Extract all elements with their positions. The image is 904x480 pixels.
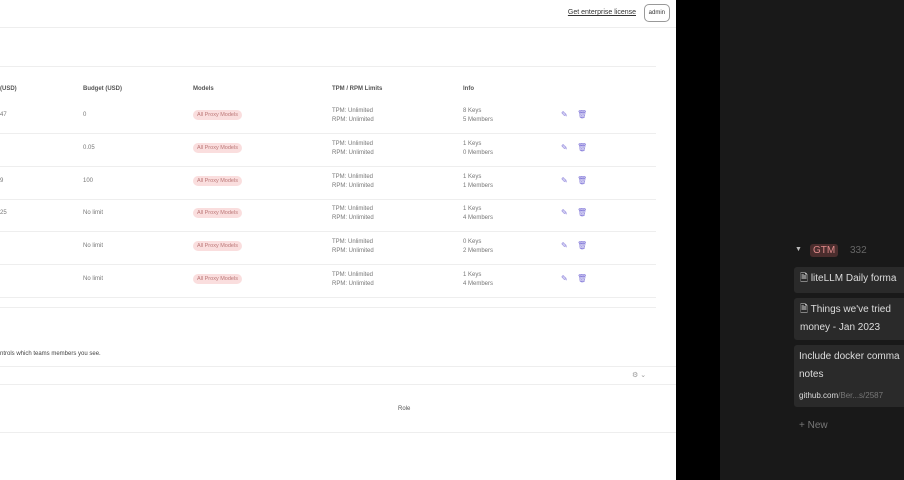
budget-cell: 0 xyxy=(83,112,87,118)
keys-cell: 1 Keys xyxy=(463,141,482,147)
models-badge: All Proxy Models xyxy=(193,208,242,218)
settings-gear-icon[interactable]: ⚙ ⌄ xyxy=(632,372,647,379)
header-spend: (USD) xyxy=(0,86,17,92)
budget-cell: No limit xyxy=(83,243,104,249)
divider xyxy=(0,264,656,265)
user-menu-button[interactable]: admin xyxy=(643,4,670,22)
models-badge: All Proxy Models xyxy=(193,241,242,251)
models-badge: All Proxy Models xyxy=(193,110,242,120)
trash-icon[interactable]: 🗑 xyxy=(577,143,588,152)
budget-cell: 100 xyxy=(83,178,94,184)
header-info: Info xyxy=(463,86,474,92)
keys-cell: 1 Keys xyxy=(463,272,482,278)
header-role: Role xyxy=(398,406,411,412)
tpm-cell: TPM: Unlimited xyxy=(332,141,374,147)
doc-icon: 🗎 xyxy=(800,304,811,315)
rpm-cell: RPM: Unlimited xyxy=(332,248,374,254)
rpm-cell: RPM: Unlimited xyxy=(332,183,374,189)
spend-cell: 47 xyxy=(0,112,7,118)
link-path[interactable]: /Ber...s/2587 xyxy=(838,391,884,400)
enterprise-license-link[interactable]: Get enterprise license xyxy=(567,9,636,16)
notion-board xyxy=(720,0,904,480)
header-budget: Budget (USD) xyxy=(83,86,122,92)
link-domain[interactable]: github.com xyxy=(799,391,839,400)
edit-icon[interactable]: ✎ xyxy=(561,110,568,119)
models-badge: All Proxy Models xyxy=(193,176,242,186)
divider xyxy=(0,166,656,167)
plus-icon: + xyxy=(799,420,808,431)
top-bar: Get enterprise license admin xyxy=(0,0,676,28)
card-title: Things we've tried money - Jan 2023 xyxy=(800,304,891,333)
tpm-cell: TPM: Unlimited xyxy=(332,272,374,278)
tpm-cell: TPM: Unlimited xyxy=(332,174,374,180)
group-count: 332 xyxy=(850,245,867,256)
header-limits: TPM / RPM Limits xyxy=(332,86,383,92)
edit-icon[interactable]: ✎ xyxy=(561,274,568,283)
divider xyxy=(0,366,676,367)
divider xyxy=(0,432,676,433)
card-things-tried[interactable]: 🗎 Things we've tried money - Jan 2023 xyxy=(794,298,904,340)
group-tag[interactable]: GTM xyxy=(810,244,839,257)
members-cell: 4 Members xyxy=(463,281,494,287)
new-card-button[interactable]: + New xyxy=(799,420,828,431)
tpm-cell: TPM: Unlimited xyxy=(332,108,374,114)
rpm-cell: RPM: Unlimited xyxy=(332,150,374,156)
keys-cell: 1 Keys xyxy=(463,174,482,180)
models-badge: All Proxy Models xyxy=(193,274,242,284)
rpm-cell: RPM: Unlimited xyxy=(332,215,374,221)
budget-cell: No limit xyxy=(83,210,104,216)
card-docker[interactable]: Include docker comma notes github.com/Ber… xyxy=(794,345,904,407)
members-cell: 5 Members xyxy=(463,117,494,123)
card-title: Include docker comma notes xyxy=(799,351,900,380)
spend-cell: 9 xyxy=(0,178,4,184)
trash-icon[interactable]: 🗑 xyxy=(577,110,588,119)
collapse-triangle-icon[interactable]: ▼ xyxy=(795,246,802,253)
members-cell: 1 Members xyxy=(463,183,494,189)
keys-cell: 1 Keys xyxy=(463,206,482,212)
rpm-cell: RPM: Unlimited xyxy=(332,117,374,123)
edit-icon[interactable]: ✎ xyxy=(561,241,568,250)
trash-icon[interactable]: 🗑 xyxy=(577,208,588,217)
litellm-admin-panel: Get enterprise license admin (USD) Budge… xyxy=(0,0,676,433)
trash-icon[interactable]: 🗑 xyxy=(577,274,588,283)
header-models: Models xyxy=(193,86,214,92)
trash-icon[interactable]: 🗑 xyxy=(577,241,588,250)
rpm-cell: RPM: Unlimited xyxy=(332,281,374,287)
members-cell: 2 Members xyxy=(463,248,494,254)
keys-cell: 8 Keys xyxy=(463,108,482,114)
members-cell: 4 Members xyxy=(463,215,494,221)
models-badge: All Proxy Models xyxy=(193,143,242,153)
card-title: liteLLM Daily forma xyxy=(810,273,897,284)
card-daily-format[interactable]: 🗎 liteLLM Daily forma xyxy=(794,267,904,293)
new-label: New xyxy=(807,420,828,431)
budget-cell: 0.05 xyxy=(83,145,95,151)
divider xyxy=(0,66,656,67)
edit-icon[interactable]: ✎ xyxy=(561,208,568,217)
spend-cell: 25 xyxy=(0,210,7,216)
divider xyxy=(0,307,656,308)
divider xyxy=(0,133,656,134)
budget-cell: No limit xyxy=(83,276,104,282)
divider xyxy=(0,231,656,232)
keys-cell: 0 Keys xyxy=(463,239,482,245)
edit-icon[interactable]: ✎ xyxy=(561,143,568,152)
notion-window xyxy=(676,0,904,480)
trash-icon[interactable]: 🗑 xyxy=(577,176,588,185)
doc-icon: 🗎 xyxy=(800,273,811,284)
divider xyxy=(0,384,676,385)
tpm-cell: TPM: Unlimited xyxy=(332,206,374,212)
tpm-cell: TPM: Unlimited xyxy=(332,239,374,245)
divider xyxy=(0,297,656,298)
members-cell: 0 Members xyxy=(463,150,494,156)
edit-icon[interactable]: ✎ xyxy=(561,176,568,185)
divider xyxy=(0,199,656,200)
members-note: ntrols which teams members you see. xyxy=(0,351,101,357)
